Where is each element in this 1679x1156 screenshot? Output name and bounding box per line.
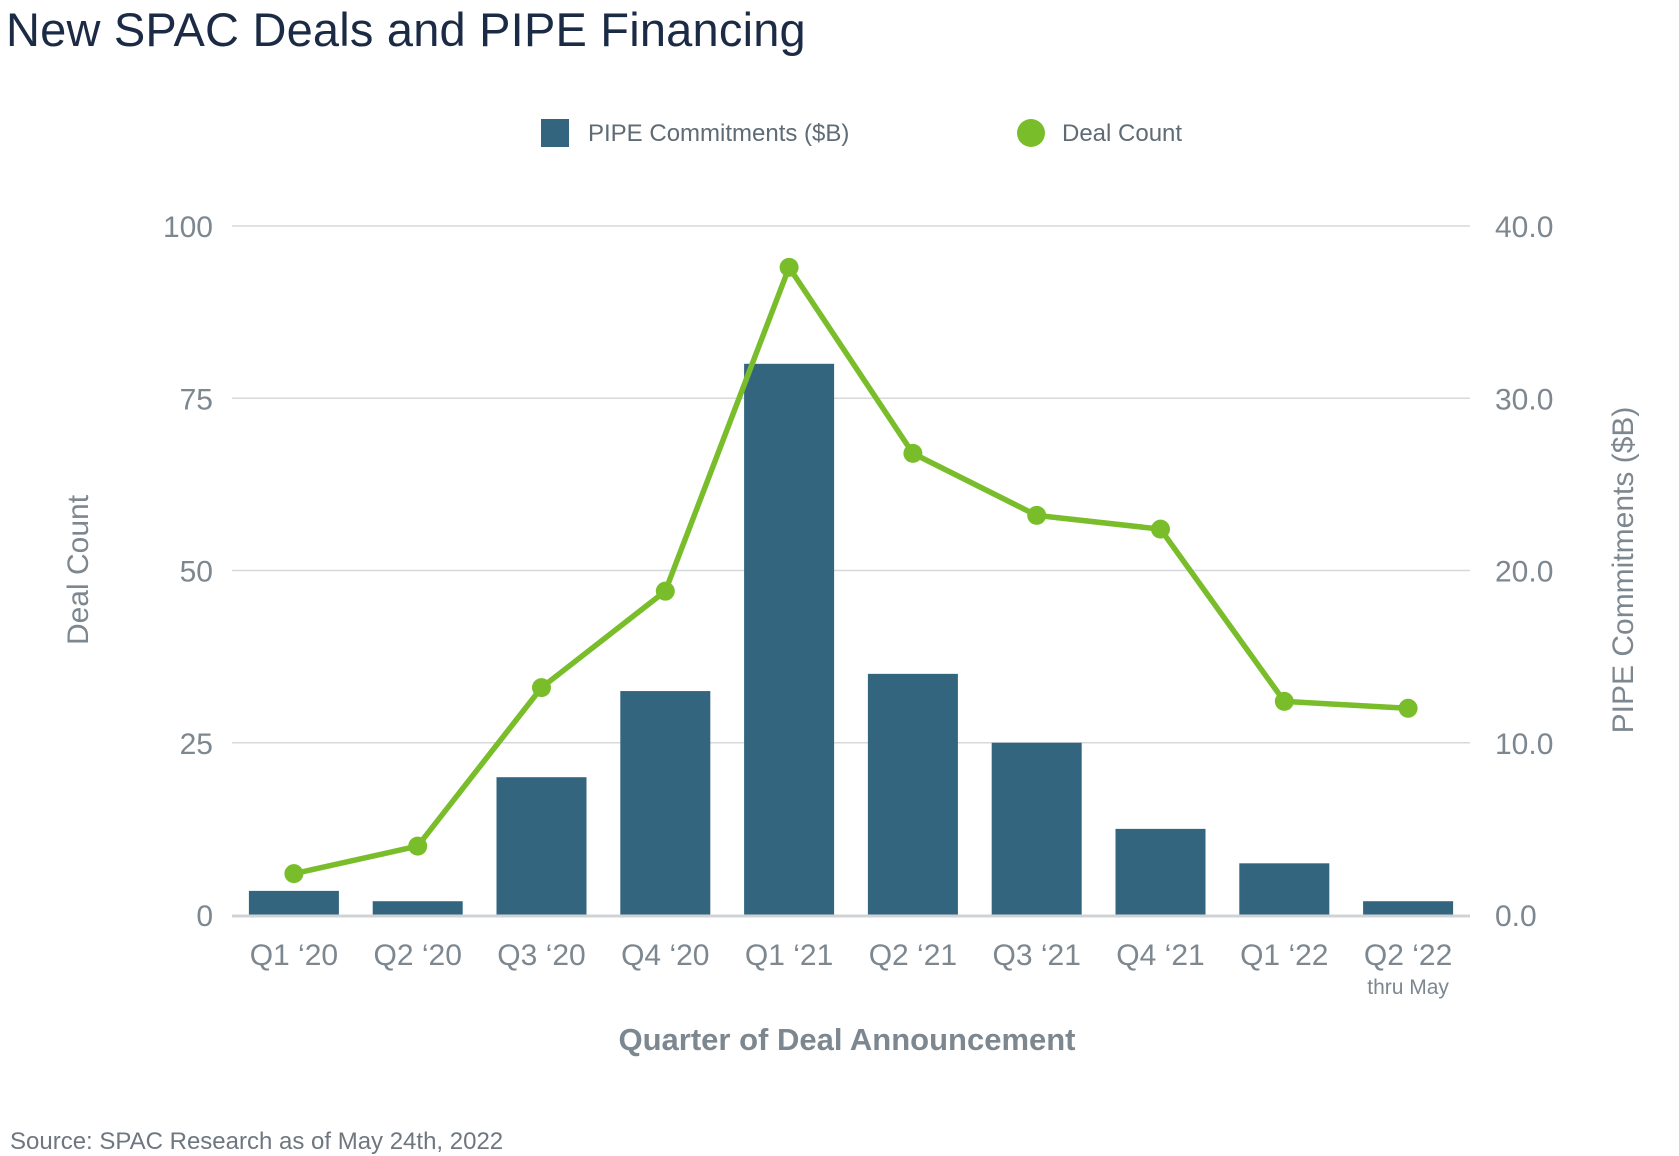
x-tick-label: Q2 ‘20 (374, 939, 462, 972)
bar-pipe-commitments (620, 691, 711, 915)
deal-count-point (1027, 505, 1047, 525)
y-right-tick-label: 20.0 (1495, 556, 1553, 589)
deal-count-point (1151, 519, 1170, 539)
legend: PIPE Commitments ($B) Deal Count (541, 119, 1182, 147)
bar-pipe-commitments (991, 742, 1082, 915)
y-left-tick-label: 100 (163, 211, 213, 244)
bar-pipe-commitments (1115, 828, 1206, 915)
deal-count-point (1398, 698, 1418, 718)
x-tick-label: Q2 ‘22 (1364, 939, 1452, 972)
y-axis-right-ticks: 0.0 10.0 20.0 30.0 40.0 (1495, 211, 1553, 933)
gridlines (232, 225, 1470, 744)
deal-count-line (284, 257, 1418, 884)
bar-pipe-commitments (867, 673, 958, 915)
bar-pipe-commitments (744, 363, 835, 915)
x-tick-label: Q1 ‘20 (250, 939, 338, 972)
x-tick-label: Q2 ‘21 (869, 939, 957, 972)
legend-swatch-pipe (541, 119, 569, 147)
deal-count-point (655, 581, 675, 601)
bar-pipe-commitments (372, 901, 463, 915)
bar-pipe-commitments (1363, 901, 1454, 915)
bars (232, 363, 1470, 918)
legend-label-deal-count: Deal Count (1062, 120, 1182, 147)
deal-count-point (1274, 691, 1294, 711)
x-axis-title: Quarter of Deal Announcement (618, 1022, 1075, 1057)
bar-pipe-commitments (496, 777, 587, 915)
x-axis-ticks: Q1 ‘20 Q2 ‘20 Q3 ‘20 Q4 ‘20 Q1 ‘21 Q2 ‘21 Q3 ‘… (250, 939, 1453, 999)
deal-count-polyline (293, 264, 1409, 877)
x-tick-label: Q3 ‘21 (993, 939, 1081, 972)
page-title: New SPAC Deals and PIPE Financing (6, 3, 806, 56)
x-tick-label: Q3 ‘20 (497, 939, 585, 972)
deal-count-point (779, 257, 799, 277)
bar-pipe-commitments (1239, 863, 1330, 915)
deal-count-point (903, 443, 923, 463)
y-left-tick-label: 50 (180, 556, 213, 589)
x-tick-label: Q1 ‘21 (745, 939, 833, 972)
y-axis-left-title: Deal Count (62, 494, 95, 645)
deal-count-point (532, 678, 551, 698)
legend-swatch-deal-count (1017, 119, 1045, 147)
y-axis-right-title: PIPE Commitments ($B) (1607, 407, 1640, 734)
legend-label-pipe: PIPE Commitments ($B) (588, 120, 849, 147)
source-note: Source: SPAC Research as of May 24th, 20… (10, 1128, 504, 1155)
y-left-tick-label: 0 (196, 900, 213, 933)
bar-pipe-commitments (248, 890, 339, 915)
y-right-tick-label: 10.0 (1495, 728, 1553, 761)
deal-count-point (408, 836, 428, 856)
y-right-tick-label: 40.0 (1495, 211, 1553, 244)
y-axis-left-ticks: 0 25 50 75 100 (163, 211, 213, 933)
y-right-tick-label: 0.0 (1495, 900, 1537, 933)
y-left-tick-label: 25 (180, 728, 213, 761)
x-tick-label: Q4 ‘20 (621, 939, 709, 972)
y-left-tick-label: 75 (180, 383, 213, 416)
x-tick-label: Q4 ‘21 (1116, 939, 1204, 972)
x-tick-note: thru May (1367, 976, 1449, 999)
y-right-tick-label: 30.0 (1495, 383, 1553, 416)
x-tick-label: Q1 ‘22 (1240, 939, 1328, 972)
deal-count-point (284, 864, 304, 884)
